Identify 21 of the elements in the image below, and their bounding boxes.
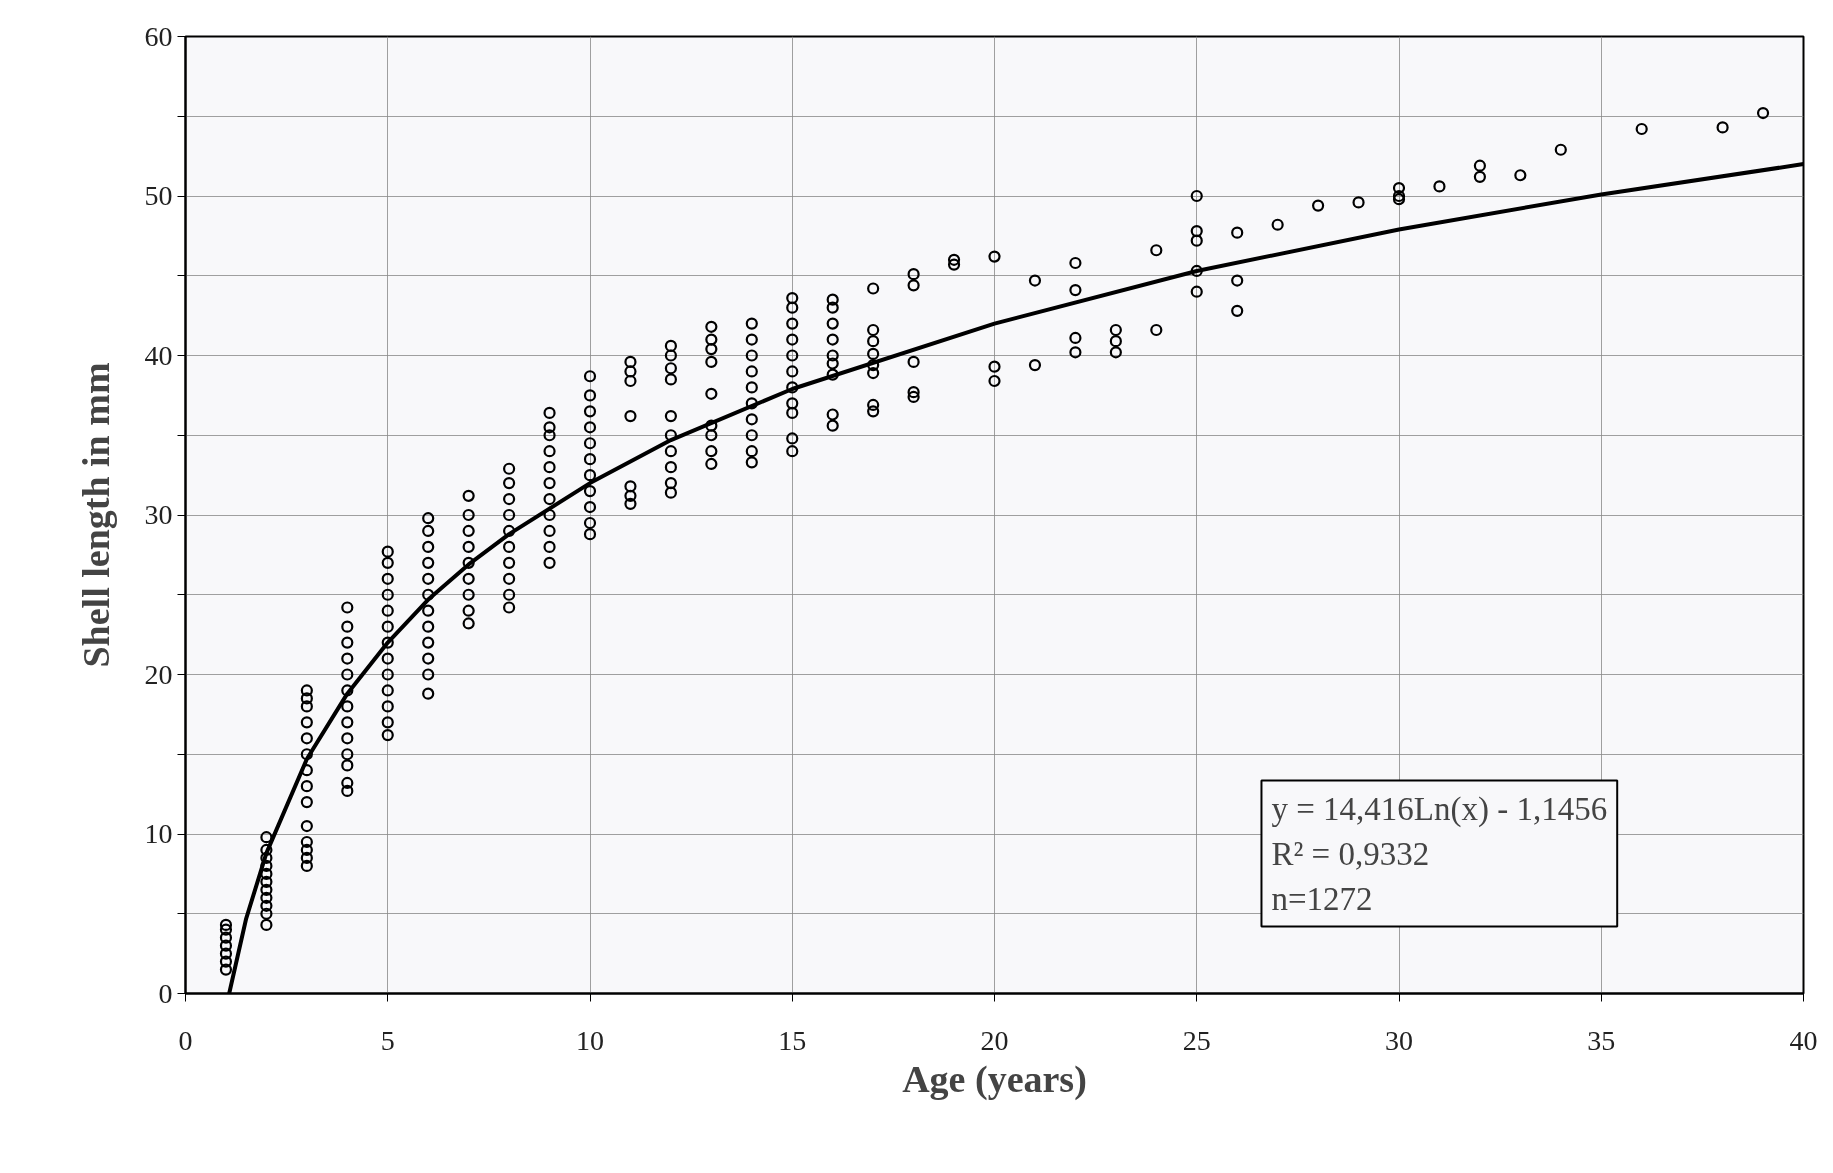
- y-axis-title: Shell length in mm: [74, 362, 117, 668]
- x-tick-label: 15: [778, 1024, 807, 1056]
- x-tick-label: 30: [1385, 1024, 1413, 1056]
- x-tick-label: 0: [178, 1024, 193, 1056]
- y-tick-label: 60: [144, 20, 173, 52]
- x-tick-label: 40: [1789, 1024, 1818, 1056]
- x-tick-label: 10: [576, 1024, 604, 1056]
- x-tick-label: 5: [380, 1024, 395, 1056]
- y-tick-label: 20: [144, 658, 173, 690]
- x-tick-label: 35: [1587, 1024, 1616, 1056]
- x-tick-label: 20: [980, 1024, 1009, 1056]
- annotation: R² = 0,9332: [1271, 835, 1430, 872]
- annotation: n=1272: [1271, 880, 1373, 917]
- annotation: y = 14,416Ln(x) - 1,1456: [1271, 790, 1608, 828]
- y-tick-label: 40: [144, 339, 173, 371]
- y-tick-label: 30: [144, 499, 173, 530]
- x-axis-title: Age (years): [902, 1057, 1087, 1101]
- y-tick-label: 50: [144, 180, 173, 211]
- y-tick-label: 10: [144, 818, 173, 849]
- y-tick-label: 0: [158, 977, 173, 1009]
- x-tick-label: 25: [1182, 1024, 1211, 1056]
